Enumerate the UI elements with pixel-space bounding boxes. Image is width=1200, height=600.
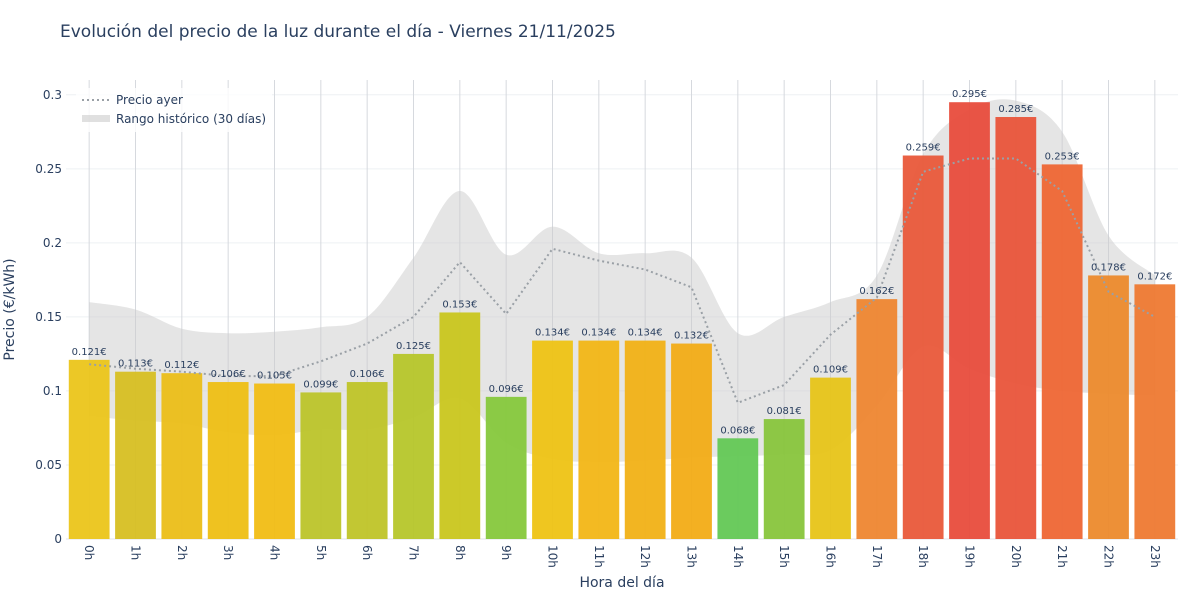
x-tick-label: 9h bbox=[499, 545, 513, 560]
bar-data-label: 0.259€ bbox=[906, 143, 941, 154]
axis-layer: 0 0.05 0.1 0.15 0.2 0.25 0.3 0h 1h 2h 3h 4h 5h 6h 7h 8h… bbox=[2, 88, 1162, 591]
x-tick-label: 20h bbox=[1009, 545, 1023, 568]
y-tick-label: 0.3 bbox=[43, 88, 62, 102]
price-bar[interactable] bbox=[995, 117, 1037, 540]
historical-range-band bbox=[89, 99, 1155, 463]
price-bar[interactable] bbox=[485, 396, 527, 539]
bar-data-label: 0.099€ bbox=[303, 379, 338, 390]
x-tick-label: 0h bbox=[82, 545, 96, 560]
legend-background bbox=[76, 88, 272, 132]
bar-data-label: 0.132€ bbox=[674, 331, 709, 342]
price-bar[interactable] bbox=[578, 340, 620, 539]
legend[interactable]: Precio ayer Rango histórico (30 días) bbox=[76, 88, 272, 132]
y-tick-label: 0.1 bbox=[43, 384, 62, 398]
x-tick-label: 12h bbox=[638, 545, 652, 568]
price-bar[interactable] bbox=[532, 340, 573, 539]
bar-data-label: 0.106€ bbox=[350, 369, 385, 380]
bar-data-label: 0.178€ bbox=[1091, 262, 1126, 273]
x-tick-label: 17h bbox=[870, 545, 884, 568]
x-tick-label: 6h bbox=[360, 545, 374, 560]
bar-data-label: 0.153€ bbox=[442, 299, 477, 310]
x-tick-label: 19h bbox=[963, 545, 977, 568]
bar-data-label: 0.121€ bbox=[72, 347, 107, 358]
legend-label-range[interactable]: Rango histórico (30 días) bbox=[116, 112, 266, 126]
y-tick-label: 0.05 bbox=[35, 458, 62, 472]
y-tick-label: 0.2 bbox=[43, 236, 62, 250]
x-tick-label: 8h bbox=[453, 545, 467, 560]
label-layer: 0.121€ 0.113€ 0.112€ 0.106€ 0.105€ 0.099€ 0.10… bbox=[72, 89, 1173, 436]
bar-data-label: 0.109€ bbox=[813, 365, 848, 376]
x-tick-label: 3h bbox=[221, 545, 235, 560]
x-tick-label: 13h bbox=[685, 545, 699, 568]
line-layer bbox=[89, 157, 1156, 405]
price-bar[interactable] bbox=[717, 438, 759, 539]
price-bar[interactable] bbox=[810, 377, 851, 539]
bar-data-label: 0.134€ bbox=[535, 328, 570, 339]
y-axis-title: Precio (€/kWh) bbox=[2, 258, 18, 360]
price-bar[interactable] bbox=[115, 371, 156, 539]
legend-label-yesterday[interactable]: Precio ayer bbox=[116, 93, 183, 107]
price-bar[interactable] bbox=[439, 312, 481, 539]
y-tick-label: 0.15 bbox=[35, 310, 62, 324]
x-tick-label: 10h bbox=[546, 545, 560, 568]
price-bar[interactable] bbox=[624, 340, 666, 539]
x-tick-label: 23h bbox=[1148, 545, 1162, 568]
legend-swatch-range[interactable] bbox=[82, 115, 110, 122]
price-bar[interactable] bbox=[856, 299, 898, 539]
bar-data-label: 0.125€ bbox=[396, 341, 431, 352]
bar-data-label: 0.068€ bbox=[720, 425, 755, 436]
bar-data-label: 0.253€ bbox=[1045, 151, 1080, 162]
x-tick-label: 15h bbox=[777, 545, 791, 568]
bar-data-label: 0.105€ bbox=[257, 371, 292, 382]
bar-data-label: 0.106€ bbox=[211, 369, 246, 380]
price-bar[interactable] bbox=[68, 359, 110, 539]
price-bar[interactable] bbox=[671, 343, 712, 539]
price-bar[interactable] bbox=[763, 419, 805, 539]
price-bar[interactable] bbox=[393, 353, 434, 539]
bar-data-label: 0.113€ bbox=[118, 359, 153, 370]
x-tick-label: 22h bbox=[1102, 545, 1116, 568]
bar-data-label: 0.162€ bbox=[859, 286, 894, 297]
price-bar[interactable] bbox=[1134, 284, 1176, 539]
price-bar[interactable] bbox=[254, 383, 295, 539]
price-bar[interactable] bbox=[949, 102, 990, 539]
price-bar[interactable] bbox=[1088, 275, 1129, 539]
bar-data-label: 0.295€ bbox=[952, 89, 987, 100]
x-tick-label: 11h bbox=[592, 545, 606, 568]
bar-data-label: 0.285€ bbox=[998, 104, 1033, 115]
bar-data-label: 0.096€ bbox=[489, 384, 524, 395]
x-tick-label: 5h bbox=[314, 545, 328, 560]
y-tick-label: 0 bbox=[54, 532, 62, 546]
x-tick-label: 14h bbox=[731, 545, 745, 568]
x-tick-label: 7h bbox=[407, 545, 421, 560]
x-tick-label: 4h bbox=[268, 545, 282, 560]
x-tick-label: 16h bbox=[824, 545, 838, 568]
price-bar[interactable] bbox=[346, 382, 388, 539]
x-axis-title: Hora del día bbox=[579, 575, 664, 591]
bar-data-label: 0.134€ bbox=[628, 328, 663, 339]
price-bar[interactable] bbox=[902, 155, 944, 539]
x-tick-label: 21h bbox=[1055, 545, 1069, 568]
band-layer bbox=[89, 99, 1155, 463]
chart-title: Evolución del precio de la luz durante e… bbox=[60, 22, 616, 42]
bar-data-label: 0.134€ bbox=[581, 328, 616, 339]
x-tick-label: 2h bbox=[175, 545, 189, 560]
price-bar[interactable] bbox=[1041, 164, 1083, 539]
x-tick-label: 18h bbox=[916, 545, 930, 568]
price-bar[interactable] bbox=[161, 373, 203, 539]
bar-layer bbox=[68, 102, 1176, 540]
bar-data-label: 0.172€ bbox=[1137, 271, 1172, 282]
bar-data-label: 0.112€ bbox=[164, 360, 199, 371]
y-tick-label: 0.25 bbox=[35, 162, 62, 176]
yesterday-price-line bbox=[89, 157, 1156, 405]
price-bar[interactable] bbox=[300, 392, 342, 539]
x-tick-label: 1h bbox=[129, 545, 143, 560]
bar-data-label: 0.081€ bbox=[767, 406, 802, 417]
price-bar[interactable] bbox=[207, 382, 249, 539]
